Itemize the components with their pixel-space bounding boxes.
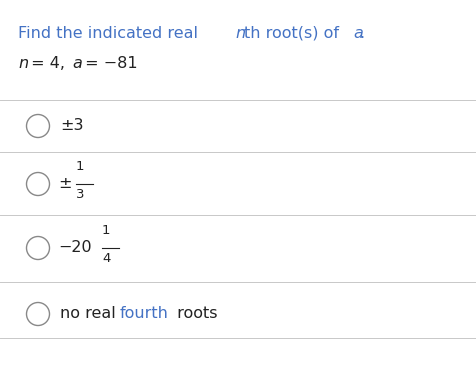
Text: th root(s) of: th root(s) of — [243, 26, 343, 41]
Text: ±: ± — [58, 176, 71, 192]
Text: 3: 3 — [76, 188, 84, 201]
Text: fourth: fourth — [119, 307, 168, 322]
Text: ±3: ±3 — [60, 118, 83, 133]
Text: a: a — [353, 26, 363, 41]
Text: Find the indicated real: Find the indicated real — [18, 26, 203, 41]
Text: roots: roots — [171, 307, 217, 322]
Text: no real: no real — [60, 307, 120, 322]
Text: a: a — [72, 56, 81, 71]
Text: 1: 1 — [76, 161, 84, 173]
Text: 1: 1 — [102, 224, 110, 238]
Text: 4: 4 — [102, 252, 110, 265]
Text: n: n — [18, 56, 28, 71]
Text: .: . — [359, 26, 364, 41]
Text: n: n — [235, 26, 245, 41]
Text: −20: −20 — [58, 241, 91, 256]
Text: = 4,: = 4, — [27, 56, 70, 71]
Text: = −81: = −81 — [79, 56, 137, 71]
